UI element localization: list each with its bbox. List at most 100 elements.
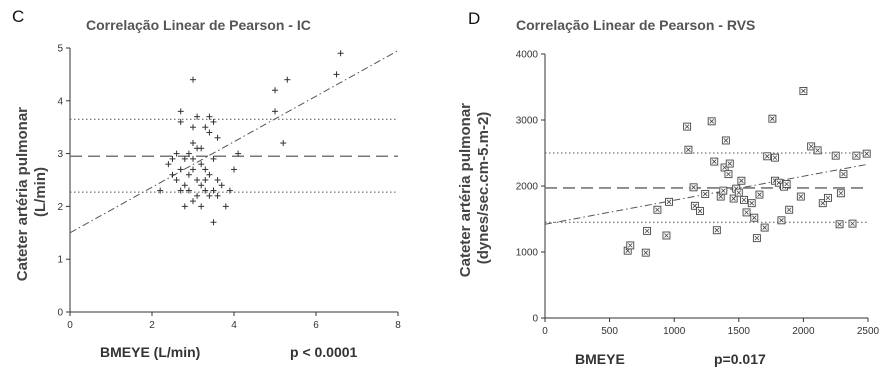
data-point-c: [235, 150, 242, 157]
data-point-c: [231, 166, 237, 173]
data-point-c: [202, 124, 209, 131]
data-point-d: [768, 114, 777, 123]
data-point-cross-b: [731, 196, 736, 201]
data-point-d: [740, 195, 748, 204]
data-point-c: [190, 76, 196, 83]
y-tick-label-d: 0: [532, 314, 538, 325]
data-point-cross-b: [664, 233, 669, 238]
data-point-cross-b: [655, 207, 660, 213]
data-point-c: [177, 108, 184, 115]
data-point-cross-b: [772, 155, 778, 160]
x-axis-label-d: BMEYE: [575, 351, 625, 367]
y-axis-label-d-line2: (dynes/sec.cm-5.m-2): [475, 112, 492, 265]
data-point-d: [696, 207, 704, 216]
y-tick-label-d: 2000: [516, 182, 539, 193]
data-point-c: [202, 187, 209, 194]
data-point-cross-b: [739, 178, 744, 184]
data-point-d: [712, 226, 721, 235]
data-point-c: [272, 87, 278, 94]
data-point-cross-b: [697, 208, 703, 214]
data-point-cross-b: [815, 148, 820, 153]
data-point-c: [206, 113, 213, 120]
y-tick-label-d: 4000: [516, 50, 539, 61]
data-point-d: [689, 183, 698, 192]
data-point-d: [862, 149, 871, 158]
data-point-c: [190, 166, 196, 173]
panel-letter-d: D: [468, 9, 480, 28]
data-point-cross-b: [864, 151, 869, 156]
data-point-cross-b: [854, 153, 859, 158]
data-point-c: [272, 108, 278, 115]
y-tick-label-d: 3000: [516, 116, 539, 127]
data-point-d: [839, 170, 848, 179]
regression-line-c: [69, 50, 399, 234]
x-tick-label-c: 2: [149, 320, 155, 331]
data-point-cross-b: [723, 138, 729, 143]
data-point-c: [284, 76, 291, 83]
data-point-c: [210, 187, 217, 194]
data-point-c: [337, 50, 344, 57]
data-point-c: [177, 166, 184, 173]
data-point-d: [852, 151, 861, 160]
data-point-d: [662, 231, 671, 240]
data-point-d: [777, 216, 786, 225]
y-axis-label-d: Cateter artéria pulmonar (dynes/sec.cm-5…: [457, 99, 492, 277]
data-point-c: [206, 129, 213, 136]
x-tick-label-c: 8: [395, 320, 401, 331]
data-point-d: [750, 213, 759, 222]
data-point-d: [771, 153, 779, 162]
data-point-d: [701, 189, 710, 198]
data-point-cross-b: [718, 194, 723, 199]
chart-panel-c: C Correlação Linear de Pearson - IC Cate…: [12, 7, 401, 360]
data-point-c: [222, 203, 229, 210]
data-point-c: [173, 150, 180, 157]
data-point-d: [729, 194, 738, 203]
data-point-cross-b: [691, 185, 696, 190]
data-point-d: [710, 157, 719, 166]
data-point-c: [185, 150, 192, 157]
data-point-cross-b: [850, 221, 855, 226]
data-point-c: [177, 187, 184, 194]
chart-title-c: Correlação Linear de Pearson - IC: [86, 17, 311, 33]
data-point-cross-b: [643, 250, 649, 255]
y-tick-label-c: 2: [57, 202, 63, 213]
data-point-d: [807, 142, 816, 151]
data-point-d: [653, 205, 662, 214]
data-point-c: [214, 177, 221, 183]
data-point-c: [210, 118, 217, 125]
data-point-d: [763, 152, 772, 161]
data-point-d: [835, 220, 844, 229]
data-point-c: [214, 134, 221, 141]
data-point-c: [169, 155, 176, 162]
data-point-c: [190, 198, 196, 205]
x-tick-label-d: 2500: [857, 326, 880, 337]
data-point-c: [280, 140, 287, 147]
data-point-c: [157, 187, 164, 194]
data-point-c: [206, 192, 213, 199]
data-point-cross-b: [784, 181, 789, 187]
data-point-cross-b: [709, 119, 714, 124]
data-point-d: [626, 241, 635, 250]
data-point-d: [747, 199, 756, 208]
data-point-cross-b: [644, 228, 650, 234]
data-point-cross-b: [711, 159, 717, 164]
data-point-d: [737, 176, 746, 185]
y-tick-label-c: 3: [57, 149, 63, 160]
data-point-c: [198, 182, 205, 189]
data-point-d: [813, 146, 822, 155]
data-point-cross-b: [825, 195, 831, 201]
data-point-d: [719, 186, 728, 195]
data-point-d: [690, 201, 699, 210]
data-point-d: [796, 192, 805, 201]
chart-panel-d: D Correlação Linear de Pearson - RVS Cat…: [457, 9, 880, 367]
y-axis-label-c-line2: (L/min): [32, 167, 49, 217]
data-point-cross-b: [736, 190, 742, 195]
x-tick-label-d: 1000: [663, 326, 686, 337]
data-point-c: [190, 155, 196, 162]
data-point-c: [218, 182, 225, 189]
data-point-d: [848, 219, 857, 228]
data-point-c: [181, 155, 188, 162]
data-point-c: [202, 177, 209, 183]
y-tick-label-c: 0: [57, 308, 63, 319]
